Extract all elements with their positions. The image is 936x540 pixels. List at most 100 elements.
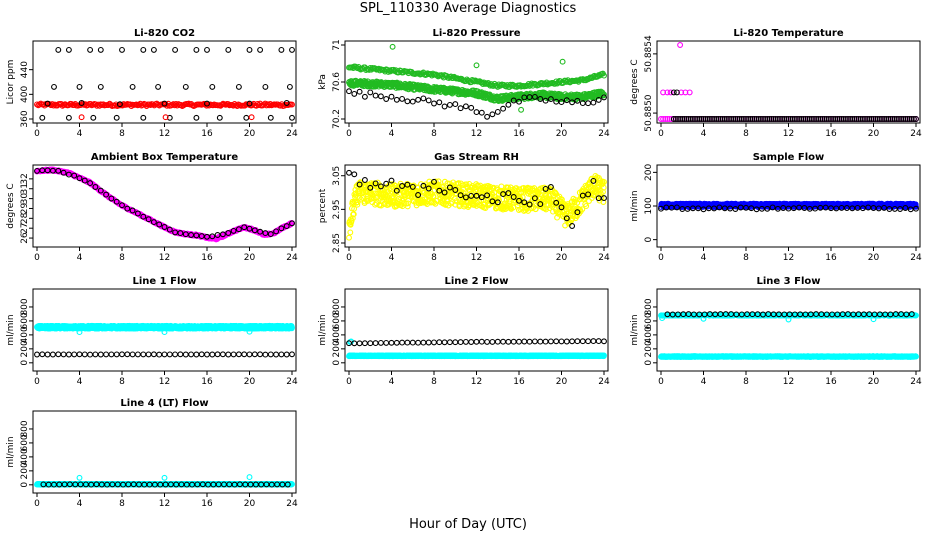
- plot-frame: [656, 40, 921, 124]
- data-point: [579, 192, 586, 199]
- data-point: [558, 204, 565, 211]
- y-tick-label: 3.05: [332, 166, 342, 186]
- y-tick-label: 32: [20, 173, 30, 184]
- data-point: [129, 207, 136, 214]
- data-point: [452, 187, 459, 193]
- data-point: [505, 101, 512, 108]
- x-tick-label: 20: [868, 129, 880, 139]
- data-point: [817, 116, 824, 122]
- data-point: [516, 197, 522, 204]
- x-tick-label: 24: [910, 129, 922, 139]
- y-tick-label: 28: [20, 212, 30, 224]
- data-point: [81, 177, 88, 184]
- data-point: [140, 114, 147, 121]
- data-point: [500, 191, 507, 198]
- x-tick-label: 4: [77, 129, 83, 139]
- data-point: [150, 46, 157, 53]
- data-point: [870, 116, 877, 122]
- data-point: [585, 191, 592, 198]
- data-point: [182, 231, 189, 238]
- data-point: [235, 226, 242, 233]
- data-point: [658, 205, 664, 212]
- data-point: [730, 116, 737, 122]
- data-point: [764, 116, 771, 122]
- data-point: [351, 171, 358, 178]
- data-points: [346, 43, 607, 120]
- data-point: [670, 116, 677, 122]
- data-points: [658, 200, 919, 213]
- data-point: [399, 183, 406, 189]
- data-point: [667, 89, 674, 96]
- data-point: [441, 103, 448, 110]
- data-point: [383, 180, 390, 187]
- data-point: [230, 227, 237, 234]
- data-point: [377, 93, 384, 100]
- data-point: [457, 192, 464, 199]
- x-tick-label: 8: [431, 253, 437, 263]
- data-point: [431, 178, 437, 185]
- data-point: [246, 225, 253, 232]
- data-point: [740, 116, 747, 122]
- data-point: [257, 46, 264, 53]
- data-point: [361, 93, 368, 100]
- data-point: [50, 102, 57, 109]
- y-tick-label: 100: [644, 197, 654, 214]
- data-point: [516, 98, 522, 105]
- data-point: [902, 205, 909, 211]
- data-point: [409, 98, 416, 105]
- data-point: [267, 114, 274, 121]
- data-point: [457, 105, 464, 112]
- data-point: [790, 205, 797, 212]
- x-tick-label: 20: [244, 129, 256, 139]
- data-point: [248, 114, 255, 121]
- data-point: [484, 192, 491, 199]
- data-point: [594, 191, 601, 198]
- data-point: [441, 189, 448, 196]
- data-point: [800, 116, 807, 122]
- data-point: [209, 83, 216, 90]
- x-tick-label: 12: [471, 253, 482, 263]
- x-tick-label: 4: [389, 129, 395, 139]
- x-tick-label: 20: [244, 253, 256, 263]
- data-point: [755, 116, 762, 122]
- data-point: [662, 116, 669, 122]
- data-point: [193, 114, 200, 121]
- data-point: [431, 199, 438, 206]
- data-point: [356, 88, 363, 95]
- y-tick-label: 200: [644, 164, 654, 181]
- data-point: [595, 96, 602, 103]
- data-point: [216, 114, 223, 121]
- data-point: [732, 116, 739, 122]
- data-point: [346, 169, 352, 176]
- data-point: [129, 83, 136, 90]
- data-point: [811, 116, 817, 122]
- data-point: [409, 183, 416, 190]
- data-point: [764, 205, 771, 212]
- data-point: [834, 116, 841, 122]
- data-point: [405, 200, 411, 207]
- data-point: [583, 203, 590, 209]
- data-point: [172, 229, 179, 236]
- data-point: [478, 194, 485, 201]
- x-tick-label: 16: [825, 253, 837, 263]
- y-axis-label: degrees C: [6, 183, 16, 228]
- panel-title: Gas Stream RH: [434, 152, 519, 163]
- data-point: [711, 205, 718, 212]
- data-point: [825, 116, 832, 122]
- data-point: [547, 96, 554, 103]
- data-point: [453, 198, 460, 205]
- data-point: [350, 211, 357, 218]
- data-point: [140, 46, 147, 53]
- panel-title: Li-820 Pressure: [432, 28, 520, 39]
- x-tick-label: 12: [159, 129, 170, 139]
- data-point: [886, 206, 893, 212]
- data-point: [489, 111, 496, 118]
- data-point: [526, 201, 533, 208]
- data-point: [289, 220, 295, 227]
- data-point: [851, 116, 858, 122]
- data-point: [462, 103, 469, 110]
- data-point: [193, 46, 200, 53]
